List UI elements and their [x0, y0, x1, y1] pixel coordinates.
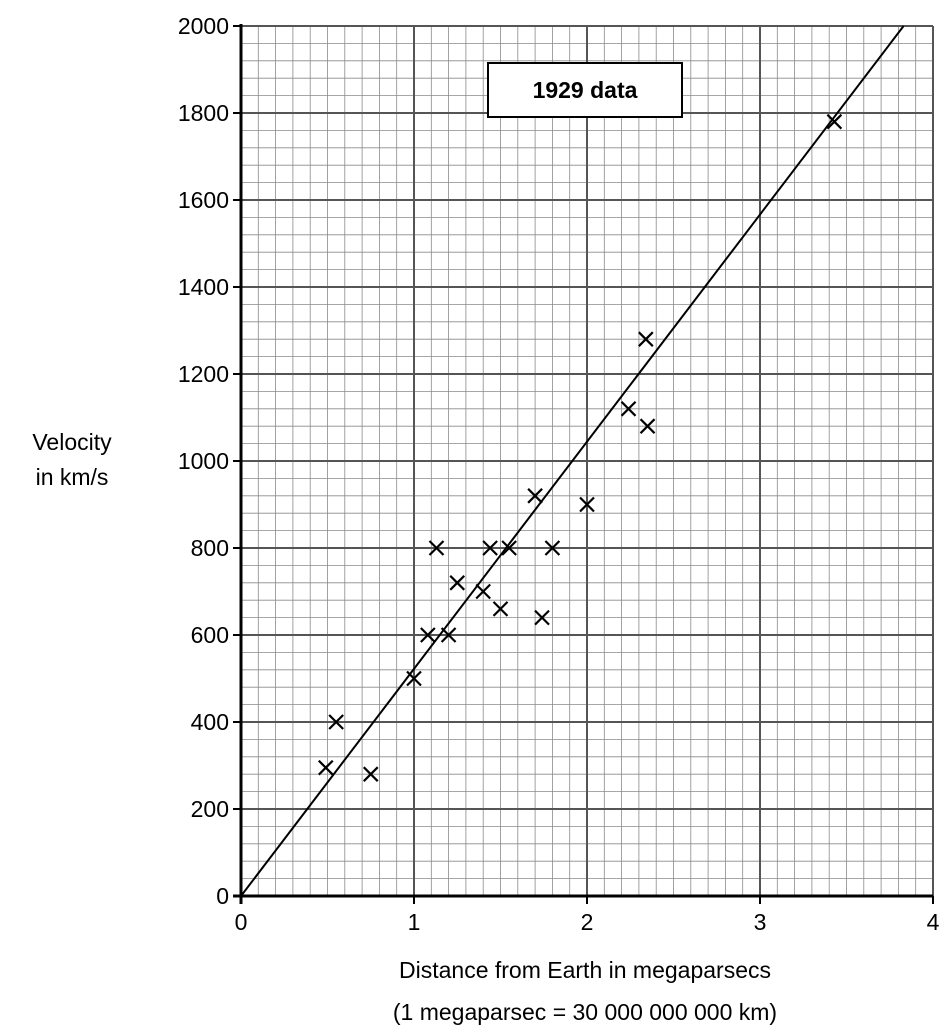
title-box-frame — [487, 62, 683, 118]
data-point — [527, 488, 543, 504]
y-tick-label: 1200 — [178, 361, 229, 387]
data-point — [440, 627, 457, 643]
x-tick-label: 4 — [927, 909, 940, 935]
data-point — [428, 540, 445, 556]
data-point — [501, 540, 517, 556]
tick-labels: 0 200 400 600 800 1000 1200 1400 1600 1800 2000 0 1 2… — [178, 13, 940, 935]
x-tick-label: 0 — [235, 909, 248, 935]
y-tick-label: 1000 — [178, 448, 229, 474]
y-tick-label: 600 — [191, 622, 229, 648]
data-point — [492, 601, 509, 617]
best-fit-line-segment — [240, 25, 905, 897]
axes — [233, 24, 934, 904]
data-point — [449, 575, 466, 591]
data-point — [638, 331, 654, 347]
y-tick-label: 1400 — [178, 274, 229, 300]
x-tick-label: 3 — [754, 909, 767, 935]
y-axis-label-line2: in km/s — [36, 464, 109, 490]
title-box: 1929 data — [487, 62, 683, 118]
x-tick-label: 1 — [408, 909, 421, 935]
y-tick-label: 2000 — [178, 13, 229, 39]
y-axis-label-line1: Velocity — [32, 429, 112, 455]
data-point — [317, 759, 334, 776]
x-axis-label: Distance from Earth in megaparsecs — [399, 957, 771, 983]
y-tick-label: 800 — [191, 535, 229, 561]
major-grid — [240, 25, 934, 897]
y-tick-label: 200 — [191, 796, 229, 822]
data-point — [544, 540, 561, 556]
y-tick-label: 1800 — [178, 100, 229, 126]
x-axis-label-note: (1 megaparsec = 30 000 000 000 km) — [393, 999, 777, 1025]
data-point — [482, 540, 498, 556]
data-point — [328, 714, 344, 730]
data-point — [620, 401, 637, 417]
best-fit-line — [240, 25, 905, 897]
data-point — [534, 609, 550, 626]
x-tick-label: 2 — [581, 909, 594, 935]
data-point — [406, 670, 422, 687]
data-point — [420, 627, 436, 643]
data-point — [579, 496, 595, 513]
chart-title: 1929 data — [533, 77, 638, 103]
data-point — [826, 113, 843, 130]
data-point — [475, 583, 491, 600]
data-point — [362, 766, 379, 782]
data-point — [639, 418, 656, 434]
data-points — [317, 113, 843, 782]
y-tick-label: 400 — [191, 709, 229, 735]
y-tick-label: 0 — [216, 883, 229, 909]
y-tick-label: 1600 — [178, 187, 229, 213]
